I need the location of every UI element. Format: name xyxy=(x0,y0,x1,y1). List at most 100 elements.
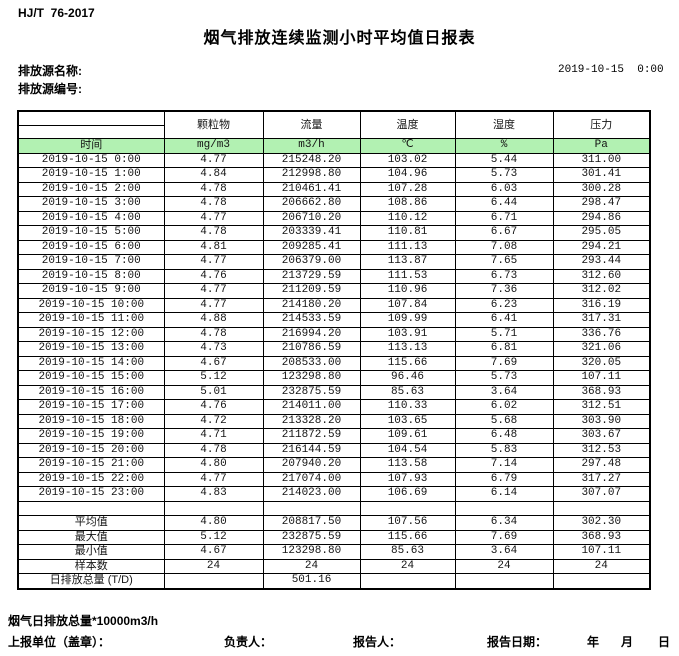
value-cell: 4.77 xyxy=(163,283,264,299)
value-cell: 103.91 xyxy=(359,326,456,342)
summary-value-cell: 24 xyxy=(359,558,456,574)
value-cell: 7.08 xyxy=(454,239,554,255)
value-cell: 298.47 xyxy=(552,196,651,212)
data-row: 2019-10-15 20:00 4.78 216144.59 104.54 5.83 3… xyxy=(17,442,651,458)
summary-label-cell: 日排放总量 (T/D) xyxy=(17,573,165,589)
value-cell: 6.23 xyxy=(454,297,554,313)
summary-value-cell: 24 xyxy=(262,558,361,574)
value-cell: 6.02 xyxy=(454,399,554,415)
value-cell: 321.06 xyxy=(552,341,651,357)
value-cell: 215248.20 xyxy=(262,152,361,168)
value-cell: 5.73 xyxy=(454,167,554,183)
time-cell: 2019-10-15 19:00 xyxy=(17,428,165,444)
time-cell: 2019-10-15 21:00 xyxy=(17,457,165,473)
value-cell: 3.64 xyxy=(454,384,554,400)
source-code-label: 排放源编号: xyxy=(18,82,82,96)
value-cell: 307.07 xyxy=(552,486,651,502)
spacer-cell xyxy=(454,500,554,516)
value-cell: 211872.59 xyxy=(262,428,361,444)
summary-value-cell: 501.16 xyxy=(262,573,361,589)
data-row: 2019-10-15 23:00 4.83 214023.00 106.69 6.14 3… xyxy=(17,486,651,502)
data-row: 2019-10-15 4:00 4.77 206710.20 110.12 6.71 29… xyxy=(17,210,651,226)
value-cell: 312.02 xyxy=(552,283,651,299)
column-header-humidity: 湿度 xyxy=(454,110,554,139)
value-cell: 103.65 xyxy=(359,413,456,429)
value-cell: 300.28 xyxy=(552,181,651,197)
summary-value-cell: 107.56 xyxy=(359,515,456,531)
value-cell: 206379.00 xyxy=(262,254,361,270)
summary-row: 最小值 4.67 123298.80 85.63 3.64 107.11 xyxy=(17,544,651,560)
time-header-blank-bottom xyxy=(17,124,165,139)
summary-value-cell: 24 xyxy=(552,558,651,574)
value-cell: 368.93 xyxy=(552,384,651,400)
value-cell: 6.44 xyxy=(454,196,554,212)
value-cell: 108.86 xyxy=(359,196,456,212)
value-cell: 297.48 xyxy=(552,457,651,473)
value-cell: 107.84 xyxy=(359,297,456,313)
reporter-label: 报告人： xyxy=(353,635,402,649)
spacer-cell xyxy=(262,500,361,516)
summary-value-cell: 368.93 xyxy=(552,529,651,545)
summary-row: 最大值 5.12 232875.59 115.66 7.69 368.93 xyxy=(17,529,651,545)
column-header-particulate: 颗粒物 xyxy=(163,110,264,139)
value-cell: 214023.00 xyxy=(262,486,361,502)
responsible-person-label: 负责人： xyxy=(224,635,273,649)
value-cell: 294.21 xyxy=(552,239,651,255)
value-cell: 213328.20 xyxy=(262,413,361,429)
time-cell: 2019-10-15 13:00 xyxy=(17,341,165,357)
value-cell: 301.41 xyxy=(552,167,651,183)
time-cell: 2019-10-15 6:00 xyxy=(17,239,165,255)
footer-signature-line: 上报单位（盖章）： 负责人： 报告人： 报告日期： 年 月 日 xyxy=(0,633,679,649)
value-cell: 4.77 xyxy=(163,297,264,313)
day-label: 日 xyxy=(658,635,671,649)
value-cell: 5.83 xyxy=(454,442,554,458)
source-name-label: 排放源名称: xyxy=(18,64,82,78)
value-cell: 115.66 xyxy=(359,355,456,371)
monitoring-data-table: 颗粒物 流量 温度 湿度 压力 时间 mg/m3 m3/h ℃ % Pa 201… xyxy=(17,110,651,590)
value-cell: 4.84 xyxy=(163,167,264,183)
summary-value-cell xyxy=(359,573,456,589)
value-cell: 214180.20 xyxy=(262,297,361,313)
value-cell: 6.79 xyxy=(454,471,554,487)
value-cell: 96.46 xyxy=(359,370,456,386)
value-cell: 208533.00 xyxy=(262,355,361,371)
report-date-label: 报告日期： xyxy=(487,635,548,649)
summary-value-cell: 4.67 xyxy=(163,544,264,560)
value-cell: 111.13 xyxy=(359,239,456,255)
value-cell: 110.12 xyxy=(359,210,456,226)
value-cell: 6.67 xyxy=(454,225,554,241)
time-cell: 2019-10-15 0:00 xyxy=(17,152,165,168)
value-cell: 214533.59 xyxy=(262,312,361,328)
report-datetime: 2019-10-15 0:00 xyxy=(558,64,664,76)
summary-value-cell xyxy=(454,573,554,589)
time-cell: 2019-10-15 22:00 xyxy=(17,471,165,487)
header-row-top: 颗粒物 流量 温度 湿度 压力 xyxy=(17,110,651,139)
data-row: 2019-10-15 12:00 4.78 216994.20 103.91 5.71 3… xyxy=(17,326,651,342)
unit-row: 时间 mg/m3 m3/h ℃ % Pa xyxy=(17,138,651,154)
value-cell: 109.99 xyxy=(359,312,456,328)
summary-value-cell: 123298.80 xyxy=(262,544,361,560)
value-cell: 107.28 xyxy=(359,181,456,197)
value-cell: 106.69 xyxy=(359,486,456,502)
summary-value-cell: 6.34 xyxy=(454,515,554,531)
value-cell: 4.73 xyxy=(163,341,264,357)
value-cell: 107.11 xyxy=(552,370,651,386)
value-cell: 113.87 xyxy=(359,254,456,270)
time-cell: 2019-10-15 18:00 xyxy=(17,413,165,429)
time-cell: 2019-10-15 11:00 xyxy=(17,312,165,328)
value-cell: 6.48 xyxy=(454,428,554,444)
value-cell: 216994.20 xyxy=(262,326,361,342)
value-cell: 214011.00 xyxy=(262,399,361,415)
value-cell: 4.77 xyxy=(163,210,264,226)
value-cell: 213729.59 xyxy=(262,268,361,284)
value-cell: 203339.41 xyxy=(262,225,361,241)
value-cell: 293.44 xyxy=(552,254,651,270)
time-cell: 2019-10-15 12:00 xyxy=(17,326,165,342)
time-cell: 2019-10-15 8:00 xyxy=(17,268,165,284)
value-cell: 5.71 xyxy=(454,326,554,342)
summary-value-cell xyxy=(552,573,651,589)
value-cell: 4.83 xyxy=(163,486,264,502)
value-cell: 317.31 xyxy=(552,312,651,328)
spacer-cell xyxy=(359,500,456,516)
time-cell: 2019-10-15 17:00 xyxy=(17,399,165,415)
